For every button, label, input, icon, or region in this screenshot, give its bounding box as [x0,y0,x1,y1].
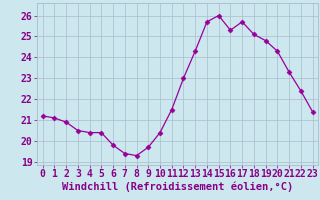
X-axis label: Windchill (Refroidissement éolien,°C): Windchill (Refroidissement éolien,°C) [62,182,293,192]
